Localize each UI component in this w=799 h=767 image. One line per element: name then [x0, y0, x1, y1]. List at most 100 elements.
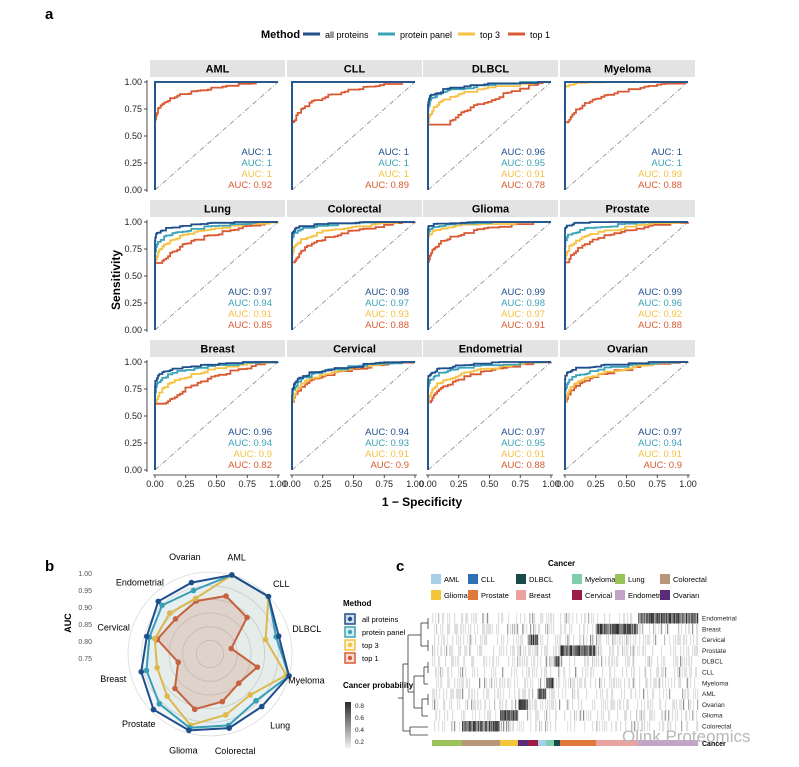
heat-cell	[495, 667, 497, 678]
auc-label: AUC: 0.92	[638, 309, 682, 320]
roc-ylabel: Sensitivity	[109, 250, 123, 310]
class-bar-cell	[629, 740, 631, 746]
heat-cell	[582, 645, 584, 656]
heat-cell	[509, 721, 511, 732]
heat-cell	[504, 710, 506, 721]
heat-cell	[637, 623, 639, 635]
class-bar-cell	[483, 740, 485, 746]
heat-cell	[584, 677, 586, 689]
heat-cell	[502, 613, 504, 624]
cancer-legend-label: Breast	[529, 591, 552, 600]
heat-cell	[604, 613, 606, 624]
heat-cell	[501, 645, 503, 656]
heat-cell	[437, 645, 439, 656]
heat-cell	[627, 645, 629, 656]
heat-cell	[537, 688, 539, 700]
heat-cell	[553, 623, 555, 635]
class-bar-cell	[523, 740, 525, 746]
heat-cell	[611, 699, 613, 710]
heat-cell	[567, 721, 569, 732]
heat-row-label: Endometrial	[702, 616, 737, 623]
auc-label: AUC: 0.99	[638, 287, 682, 298]
heat-cell	[647, 677, 649, 689]
heat-cell	[584, 721, 586, 732]
class-bar-cell	[595, 740, 597, 746]
heat-cell	[688, 699, 690, 710]
x-tick-label: 0.00	[146, 479, 164, 489]
heat-cell	[512, 623, 514, 635]
heat-cell	[672, 613, 674, 624]
heat-cell	[602, 688, 604, 700]
heat-cell	[458, 645, 460, 656]
heat-cell	[672, 710, 674, 721]
class-bar-cell	[630, 740, 632, 746]
class-bar-cell	[489, 740, 491, 746]
class-bar-cell	[507, 740, 509, 746]
auc-label: AUC: 0.94	[228, 298, 272, 309]
heat-cell	[645, 677, 647, 689]
class-bar-cell	[588, 740, 590, 746]
panel-title: AML	[206, 64, 230, 76]
heat-cell	[690, 677, 692, 689]
heat-cell	[677, 613, 679, 624]
heat-cell	[556, 677, 558, 689]
heat-cell	[454, 623, 456, 635]
heat-cell	[520, 699, 522, 710]
heat-cell	[623, 699, 625, 710]
heat-cell	[663, 656, 665, 667]
heat-cell	[443, 688, 445, 700]
heat-cell	[544, 645, 546, 656]
class-bar-cell	[685, 740, 687, 746]
heat-cell	[689, 710, 691, 721]
heat-cell	[442, 721, 444, 732]
heat-cell	[444, 634, 446, 646]
heat-cell	[572, 688, 574, 700]
auc-label: AUC: 0.88	[638, 320, 682, 331]
class-bar-cell	[492, 740, 494, 746]
heat-cell	[665, 623, 667, 635]
heat-cell	[432, 613, 434, 624]
heat-cell	[650, 677, 652, 689]
heat-cell	[482, 721, 484, 732]
heat-cell	[588, 710, 590, 721]
heat-cell	[581, 699, 583, 710]
heat-cell	[555, 710, 557, 721]
heat-cell	[607, 623, 609, 635]
heat-cell	[643, 710, 645, 721]
heat-cell	[520, 613, 522, 624]
heat-cell	[615, 623, 617, 635]
radar-rtick-label: 0.85	[78, 622, 92, 629]
heat-cell	[475, 710, 477, 721]
heat-cell	[434, 656, 436, 667]
heat-cell	[624, 677, 626, 689]
heat-cell	[682, 688, 684, 700]
probability-legend: Cancer probability 0.8 0.6 0.4 0.2	[343, 681, 414, 748]
heat-cell	[460, 688, 462, 700]
class-bar-cell	[471, 740, 473, 746]
auc-label: AUC: 0.93	[365, 438, 409, 449]
heat-cell	[508, 710, 510, 721]
heat-cell	[540, 656, 542, 667]
heat-cell	[491, 721, 493, 732]
heat-cell	[494, 688, 496, 700]
heat-cell	[666, 613, 668, 624]
heat-cell	[527, 710, 529, 721]
heat-cell	[545, 645, 547, 656]
panel-title: Breast	[200, 344, 235, 356]
heat-cell	[621, 688, 623, 700]
heat-cell	[440, 667, 442, 678]
heat-cell	[512, 721, 514, 732]
auc-label: AUC: 0.94	[638, 438, 682, 449]
heat-cell	[438, 613, 440, 624]
heat-cell	[459, 721, 461, 732]
class-bar-cell	[605, 740, 607, 746]
class-bar-cell	[610, 740, 612, 746]
heat-cell	[663, 613, 665, 624]
cancer-legend-swatch	[431, 574, 441, 584]
roc-curve-top-1	[564, 221, 689, 330]
auc-label: AUC: 0.97	[638, 427, 682, 438]
roc-curve-top-3	[291, 221, 415, 330]
